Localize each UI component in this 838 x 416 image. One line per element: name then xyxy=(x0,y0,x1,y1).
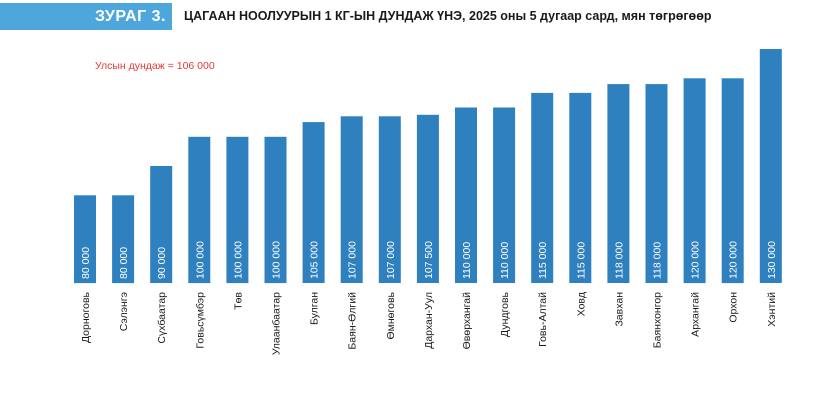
category-label-17: Архангай xyxy=(690,292,702,337)
value-label-1: 80 000 xyxy=(80,247,92,279)
bars-group: 80 000 Дорноговь 80 000 Сэлэнгэ 90 000 Сүхбаа… xyxy=(74,49,782,355)
category-label-1: Дорноговь xyxy=(80,291,92,343)
bar-6 xyxy=(264,136,287,284)
bar-7 xyxy=(302,122,325,283)
bar-9 xyxy=(378,116,401,283)
category-label-14: Ховд xyxy=(575,292,587,316)
value-label-13: 115 000 xyxy=(537,242,549,279)
value-label-15: 118 000 xyxy=(613,242,625,279)
value-label-4: 100 000 xyxy=(194,241,206,279)
category-label-11: Өвөрхангай xyxy=(461,292,473,350)
category-label-15: Завхан xyxy=(613,292,625,327)
value-label-2: 80 000 xyxy=(118,247,130,279)
value-label-17: 120 000 xyxy=(690,241,702,279)
bar-16 xyxy=(645,84,668,283)
bar-1 xyxy=(74,195,96,284)
bar-2 xyxy=(112,195,135,284)
bar-14 xyxy=(569,92,592,284)
bar-3 xyxy=(150,166,173,283)
bar-18 xyxy=(721,78,744,284)
bar-4 xyxy=(188,136,211,284)
category-label-9: Өмнөговь xyxy=(385,291,397,339)
category-label-5: Төв xyxy=(232,292,244,310)
value-label-5: 100 000 xyxy=(232,241,244,279)
category-label-19: Хэнтий xyxy=(766,292,778,327)
bar-19 xyxy=(759,49,782,283)
category-label-6: Улаанбаатар xyxy=(271,292,283,355)
value-label-16: 118 000 xyxy=(652,242,664,279)
category-label-2: Сэлэнгэ xyxy=(118,292,130,331)
value-label-10: 107 500 xyxy=(423,241,435,279)
value-label-6: 100 000 xyxy=(271,241,283,279)
category-label-4: Говьсүмбэр xyxy=(194,292,206,349)
bar-11 xyxy=(455,107,477,283)
bar-13 xyxy=(531,92,554,284)
value-label-19: 130 000 xyxy=(766,241,778,279)
bar-5 xyxy=(226,136,249,284)
category-label-10: Дархан-Уул xyxy=(423,292,435,349)
bar-15 xyxy=(607,84,630,283)
national-average-note: Улсын дундаж = 106 000 xyxy=(95,60,215,72)
category-label-3: Сүхбаатар xyxy=(156,292,168,344)
bar-8 xyxy=(340,116,363,283)
value-label-11: 110 000 xyxy=(461,242,473,279)
bar-12 xyxy=(493,107,516,283)
value-label-3: 90 000 xyxy=(156,247,168,279)
category-label-12: Дундговь xyxy=(499,291,511,337)
value-label-9: 107 000 xyxy=(385,241,397,279)
value-label-18: 120 000 xyxy=(728,241,740,279)
value-label-14: 115 000 xyxy=(575,242,587,279)
category-label-18: Орхон xyxy=(728,292,740,323)
category-label-8: Баян-Өлгий xyxy=(347,292,359,350)
category-label-13: Говь-Алтай xyxy=(537,292,549,347)
value-label-7: 105 000 xyxy=(309,241,321,279)
category-label-7: Булган xyxy=(309,292,321,325)
bar-10 xyxy=(416,114,439,283)
chart-title: ЦАГААН НООЛУУРЫН 1 КГ-ЫН ДУНДАЖ ҮНЭ, 202… xyxy=(184,9,712,23)
value-label-8: 107 000 xyxy=(347,241,359,279)
value-label-12: 110 000 xyxy=(499,242,511,279)
bar-17 xyxy=(683,78,706,284)
figure-label: ЗУРАГ 3. xyxy=(0,3,172,30)
category-label-16: Баянхонгор xyxy=(652,292,664,348)
